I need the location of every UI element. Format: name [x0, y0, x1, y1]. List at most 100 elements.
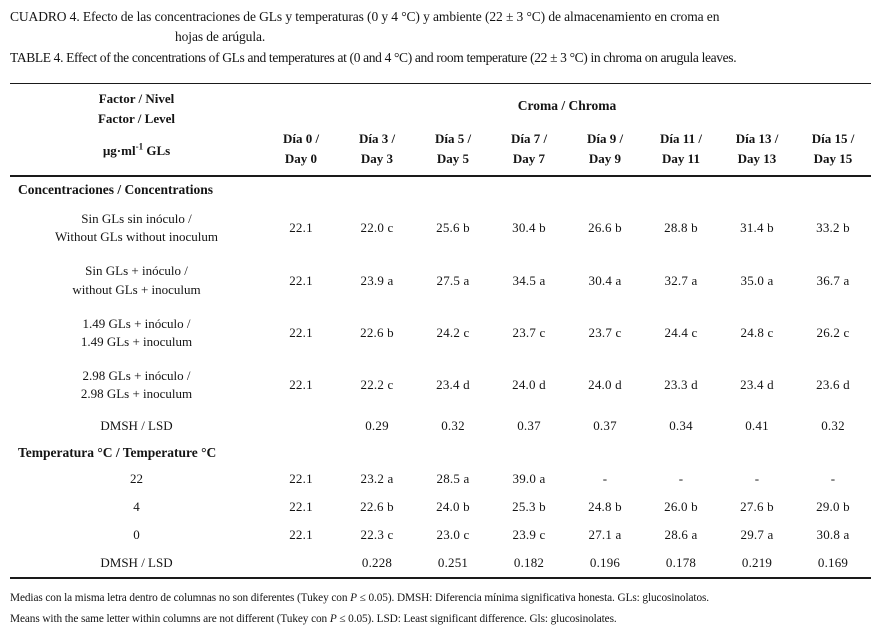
day-header-4: Día 9 / Day 9	[567, 129, 643, 178]
unit-superscript: -1	[135, 141, 144, 152]
section-heading-row: Temperatura °C / Temperature °C	[10, 440, 871, 465]
day-es: Día 13 /	[735, 131, 779, 147]
cell: -	[602, 470, 608, 486]
cell: 32.7 a	[664, 272, 698, 288]
footnote-text: Means with the same letter within column…	[10, 612, 330, 625]
row-label-en: 2.98 GLs + inoculum	[80, 386, 193, 402]
cell: -	[830, 470, 836, 486]
day-es: Día 9 /	[586, 131, 624, 147]
row-label: Sin GLs + inóculo / without GLs + inocul…	[10, 254, 263, 306]
cell: 22.6 b	[360, 499, 394, 514]
unit-header: µg·ml-1 GLs	[10, 129, 263, 178]
cell: 0.182	[513, 555, 545, 571]
cell: 30.8 a	[816, 527, 850, 543]
p-symbol: P	[350, 592, 357, 605]
cell: 22.1	[289, 470, 313, 486]
day-header-0: Día 0 / Day 0	[263, 129, 339, 178]
cell: 22.1	[289, 499, 313, 514]
footnotes: Medias con la misma letra dentro de colu…	[10, 588, 871, 629]
cell: 24.0 d	[512, 377, 546, 393]
day-en: Day 7	[512, 150, 546, 166]
cell: 33.2 b	[816, 220, 850, 236]
cell: 24.8 b	[588, 499, 622, 514]
table-row: 22 22.1 23.2 a 28.5 a 39.0 a - - - -	[10, 465, 871, 493]
cell: 23.2 a	[360, 470, 394, 486]
row-label: Sin GLs sin inóculo / Without GLs withou…	[10, 202, 263, 254]
header-row-group: Factor / Nivel Factor / Level Croma / Ch…	[10, 83, 871, 129]
cell: 34.5 a	[512, 272, 546, 288]
day-es: Día 15 /	[811, 131, 855, 147]
row-label: 0	[133, 527, 140, 543]
row-label-en: 1.49 GLs + inoculum	[80, 333, 193, 349]
row-label: 22	[130, 470, 143, 486]
day-es: Día 0 /	[282, 131, 320, 147]
cell: 0.228	[361, 555, 393, 571]
cell: 28.8 b	[664, 220, 698, 236]
cell: 0.169	[817, 555, 849, 571]
table-row: 4 22.1 22.6 b 24.0 b 25.3 b 24.8 b 26.0 …	[10, 493, 871, 521]
cell: 0.251	[437, 555, 469, 571]
row-label-es: Sin GLs + inóculo /	[85, 263, 188, 279]
cell: 0.29	[365, 417, 389, 433]
cell: 22.1	[289, 377, 313, 393]
cell: -	[678, 470, 684, 486]
footnote-text: ≤ 0.05). DMSH: Diferencia mínima signifi…	[356, 592, 710, 605]
cell: 22.1	[289, 324, 313, 340]
row-label: DMSH / LSD	[100, 555, 173, 571]
day-es: Día 7 /	[510, 131, 548, 147]
row-label-es: 2.98 GLs + inóculo /	[82, 368, 191, 384]
cell: 26.0 b	[664, 499, 698, 514]
cell: 31.4 b	[740, 220, 774, 236]
cell: 23.4 d	[740, 377, 774, 393]
cell: 22.6 b	[360, 324, 394, 340]
factor-line-en: Factor / Level	[97, 110, 175, 126]
cell: 22.1	[289, 527, 313, 543]
cell: 24.0 b	[436, 499, 470, 514]
cell: 22.1	[289, 272, 313, 288]
cell: 36.7 a	[816, 272, 850, 288]
day-en: Day 9	[588, 150, 622, 166]
cell: 0.32	[821, 417, 845, 433]
cell: 24.8 c	[740, 324, 774, 340]
day-header-3: Día 7 / Day 7	[491, 129, 567, 178]
cell: 26.6 b	[588, 220, 622, 236]
croma-group-header: Croma / Chroma	[517, 98, 617, 114]
cell: 30.4 a	[588, 272, 622, 288]
cell: 29.0 b	[816, 499, 850, 514]
row-label: DMSH / LSD	[100, 417, 173, 433]
table-row-dmsh: DMSH / LSD 0.29 0.32 0.37 0.37 0.34 0.41…	[10, 412, 871, 440]
cell	[263, 549, 339, 578]
table-caption: CUADRO 4. Efecto de las concentraciones …	[10, 7, 871, 68]
footnote-es: Medias con la misma letra dentro de colu…	[10, 588, 871, 608]
caption-es-line2: hojas de arúgula.	[175, 29, 266, 45]
day-es: Día 5 /	[434, 131, 472, 147]
cell: 27.6 b	[740, 499, 774, 514]
cell: -	[754, 470, 760, 486]
cell: 23.7 c	[512, 324, 546, 340]
factor-line-es: Factor / Nivel	[98, 90, 175, 106]
cell	[263, 412, 339, 440]
cell: 35.0 a	[740, 272, 774, 288]
cell: 0.178	[665, 555, 697, 571]
row-label: 2.98 GLs + inóculo / 2.98 GLs + inoculum	[10, 359, 263, 411]
day-header-7: Día 15 / Day 15	[795, 129, 871, 178]
day-en: Day 11	[662, 150, 700, 166]
cell: 24.0 d	[588, 377, 622, 393]
table-row: 2.98 GLs + inóculo / 2.98 GLs + inoculum…	[10, 359, 871, 411]
table-row: Sin GLs sin inóculo / Without GLs withou…	[10, 202, 871, 254]
row-label: 1.49 GLs + inóculo / 1.49 GLs + inoculum	[10, 307, 263, 359]
factor-header: Factor / Nivel Factor / Level	[10, 83, 263, 129]
footnote-en: Means with the same letter within column…	[10, 609, 871, 629]
day-en: Day 13	[737, 150, 777, 166]
cell: 0.37	[593, 417, 617, 433]
header-row-days: µg·ml-1 GLs Día 0 / Day 0 Día 3 / Day 3 Dí…	[10, 129, 871, 178]
cell: 23.3 d	[664, 377, 698, 393]
day-es: Día 3 /	[358, 131, 396, 147]
cell: 30.4 b	[512, 220, 546, 236]
cell: 27.5 a	[436, 272, 470, 288]
day-en: Day 5	[436, 150, 470, 166]
cell: 0.196	[589, 555, 621, 571]
cell: 28.6 a	[664, 527, 698, 543]
caption-es-line1: CUADRO 4. Efecto de las concentraciones …	[10, 9, 720, 24]
